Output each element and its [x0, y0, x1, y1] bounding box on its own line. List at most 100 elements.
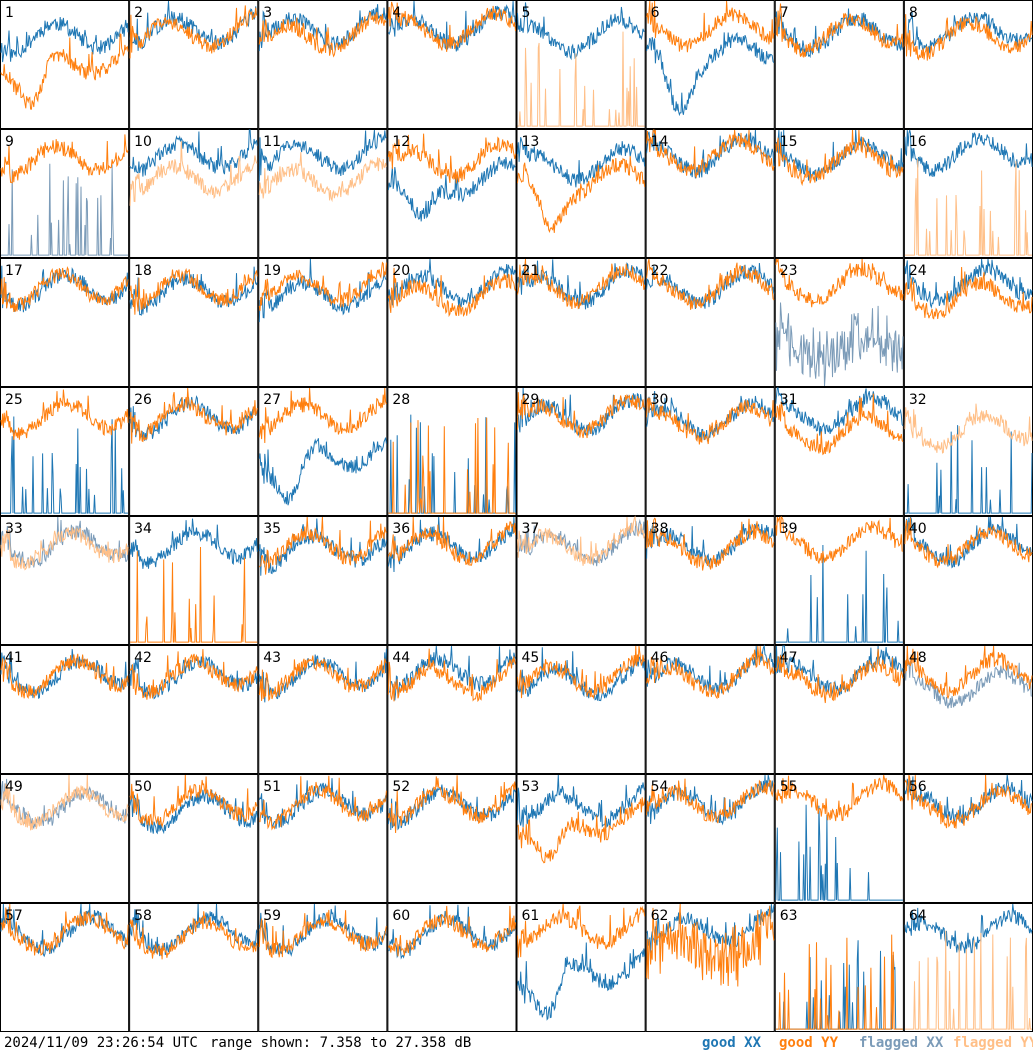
- panel-frame: [387, 645, 517, 774]
- panel-14-yy-line: [646, 128, 775, 179]
- panel-38-xx-line: [646, 521, 775, 568]
- panel-60-xx-line: [388, 904, 516, 960]
- panel-41-label: 41: [5, 650, 23, 666]
- panel-frame: [516, 645, 646, 774]
- panel-61-xx-line: [517, 942, 646, 1021]
- panel-17-label: 17: [5, 263, 23, 279]
- panel-30-yy-line: [646, 397, 775, 445]
- panel-13-xx-line: [517, 137, 646, 188]
- panel-10-label: 10: [134, 134, 152, 150]
- panel-52: 52: [387, 774, 517, 903]
- panel-19-yy-line: [258, 261, 387, 311]
- range-text: range shown: 7.358 to 27.358 dB: [210, 1035, 472, 1051]
- panel-3-yy-line: [258, 11, 387, 58]
- panel-32-label: 32: [909, 392, 927, 408]
- panel-frame: [129, 774, 259, 903]
- panel-16-yy-line: [904, 158, 1032, 256]
- panel-frame: [903, 645, 1033, 774]
- panel-48: 48: [903, 645, 1033, 774]
- panel-frame: [0, 387, 130, 516]
- panel-15-label: 15: [780, 134, 798, 150]
- panel-43-yy-line: [258, 655, 387, 702]
- panel-18-label: 18: [134, 263, 152, 279]
- panel-31-yy-line: [775, 393, 904, 456]
- panel-18: 18: [129, 258, 259, 387]
- panel-frame: [0, 645, 130, 774]
- panel-27-xx-line: [258, 437, 387, 506]
- panel-34-yy-line: [130, 546, 258, 643]
- panel-14-label: 14: [651, 134, 669, 150]
- panel-64-yy-line: [904, 930, 1032, 1030]
- panel-9-label: 9: [5, 134, 14, 150]
- panel-2-label: 2: [134, 5, 143, 21]
- panel-54-yy-line: [646, 778, 775, 824]
- panel-60-yy-line: [387, 905, 516, 957]
- panel-23-xx-line: [775, 302, 904, 387]
- panel-46: 46: [645, 644, 775, 774]
- panel-4: 4: [387, 0, 517, 129]
- timestamp: 2024/11/09 23:26:54 UTC: [4, 1035, 198, 1051]
- panel-24-yy-line: [904, 266, 1033, 320]
- panel-34-xx-line: [129, 518, 258, 569]
- panel-64: 64: [903, 903, 1033, 1032]
- panel-33-yy-line: [0, 526, 129, 571]
- panel-49-yy-line: [0, 774, 129, 831]
- panel-31: 31: [774, 387, 904, 516]
- panel-32: 32: [903, 387, 1033, 516]
- panel-46-yy-line: [646, 645, 775, 700]
- panel-43: 43: [258, 645, 388, 774]
- panel-19: 19: [258, 258, 388, 387]
- panel-frame: [258, 0, 388, 129]
- panel-38-yy-line: [646, 517, 775, 571]
- panel-48-label: 48: [909, 650, 927, 666]
- panel-13: 13: [516, 129, 646, 258]
- panel-15: 15: [774, 129, 904, 258]
- panel-54-label: 54: [651, 779, 669, 795]
- panel-63: 63: [774, 903, 904, 1032]
- panel-35: 35: [258, 516, 388, 645]
- panel-51: 51: [258, 774, 388, 903]
- panel-25-label: 25: [5, 392, 23, 408]
- panel-52-label: 52: [392, 779, 410, 795]
- panel-33-label: 33: [5, 521, 23, 537]
- panel-53-xx-line: [517, 774, 646, 828]
- panel-61-yy-line: [517, 903, 646, 958]
- panel-39-yy-line: [775, 515, 904, 564]
- panel-62-yy-line: [646, 903, 775, 987]
- panel-frame: [774, 774, 904, 903]
- panel-44: 44: [387, 645, 517, 774]
- panel-37: 37: [516, 515, 646, 645]
- panel-frame: [774, 903, 904, 1032]
- panel-45: 45: [516, 645, 646, 774]
- panel-58-yy-line: [129, 911, 258, 960]
- panel-5-yy-line: [517, 31, 645, 127]
- panel-47: 47: [774, 645, 904, 774]
- panel-57-label: 57: [5, 908, 23, 924]
- panel-64-xx-line: [904, 903, 1033, 954]
- panel-52-xx-line: [387, 784, 516, 831]
- panel-36: 36: [387, 516, 517, 645]
- panel-4-label: 4: [392, 5, 401, 21]
- panel-13-label: 13: [522, 134, 540, 150]
- panel-16-xx-line: [904, 129, 1033, 177]
- panel-frame: [0, 258, 130, 387]
- panel-37-yy-line: [517, 515, 646, 566]
- panel-56-label: 56: [909, 779, 927, 795]
- panel-6-yy-line: [646, 0, 775, 53]
- panel-35-yy-line: [258, 516, 387, 575]
- footer: 2024/11/09 23:26:54 UTC range shown: 7.3…: [0, 1033, 1033, 1053]
- panel-57-yy-line: [0, 903, 129, 956]
- panel-25-xx-line: [1, 416, 129, 514]
- panel-58-label: 58: [134, 908, 152, 924]
- panel-19-label: 19: [263, 263, 281, 279]
- panel-frame: [903, 0, 1033, 129]
- panel-17-yy-line: [0, 266, 129, 312]
- panel-51-label: 51: [263, 779, 281, 795]
- panel-21-yy-line: [517, 258, 646, 310]
- panel-61: 61: [516, 903, 646, 1032]
- panel-42: 42: [129, 645, 259, 774]
- panel-25-yy-line: [0, 389, 129, 440]
- panel-5: 5: [516, 0, 646, 129]
